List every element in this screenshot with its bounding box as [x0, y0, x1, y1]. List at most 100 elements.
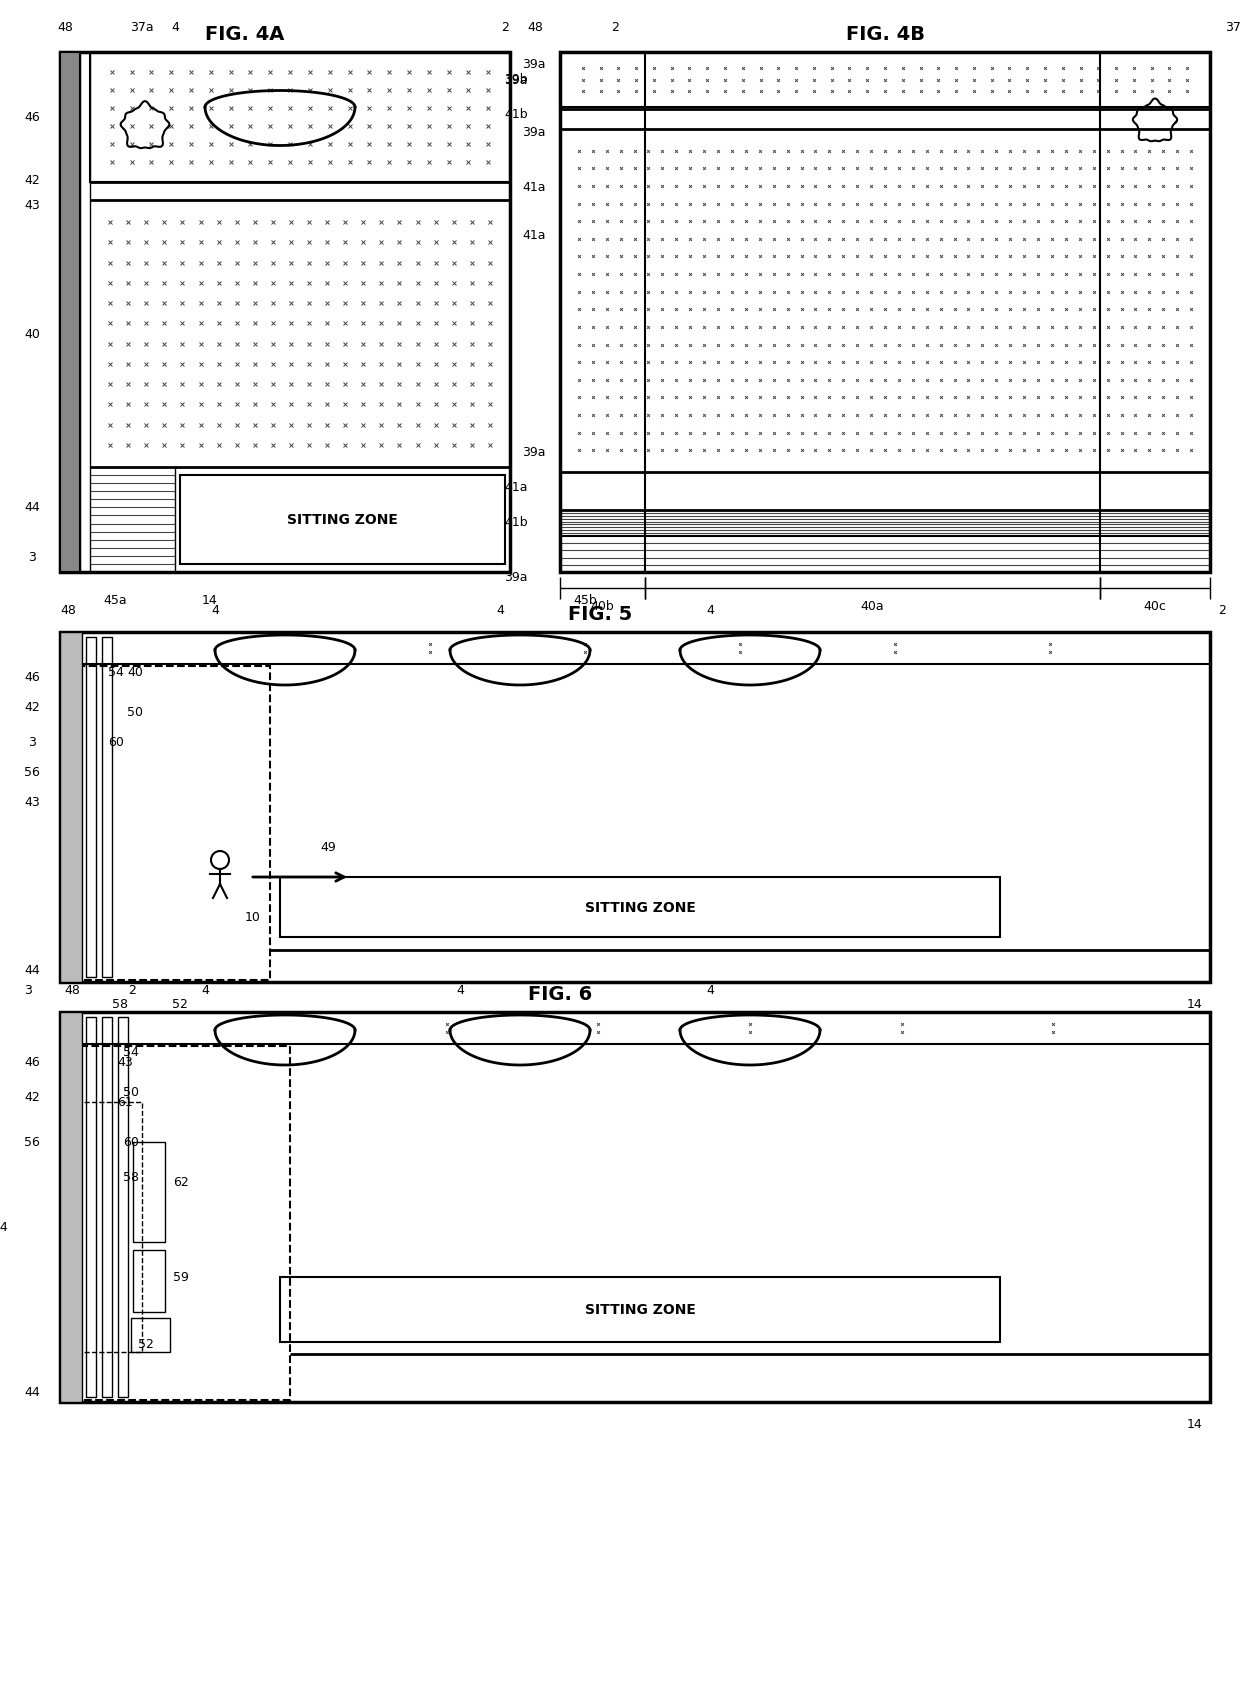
Text: 59: 59: [174, 1270, 188, 1283]
Text: 64: 64: [0, 1221, 7, 1235]
Bar: [60, 52, 510, 572]
Text: 62: 62: [174, 1176, 188, 1189]
Text: 39a: 39a: [522, 446, 546, 459]
Text: 4: 4: [706, 984, 714, 997]
Text: 58: 58: [123, 1171, 139, 1184]
Text: 3: 3: [24, 984, 32, 997]
Bar: [86, 1018, 95, 1398]
Text: 40: 40: [24, 328, 40, 341]
Text: 2: 2: [1218, 604, 1226, 617]
Text: 50: 50: [123, 1087, 139, 1098]
Text: 45b: 45b: [573, 594, 596, 607]
Text: 4: 4: [496, 604, 503, 617]
Text: 4: 4: [201, 984, 208, 997]
Text: 39a: 39a: [505, 570, 528, 584]
Text: 41a: 41a: [522, 229, 546, 242]
Text: FIG. 4B: FIG. 4B: [846, 25, 925, 44]
Text: 46: 46: [24, 111, 40, 124]
Text: 46: 46: [24, 671, 40, 685]
Bar: [60, 1013, 1210, 1403]
Text: 42: 42: [24, 175, 40, 187]
Text: 41b: 41b: [505, 108, 528, 121]
Text: 4: 4: [171, 22, 179, 34]
Text: 41b: 41b: [505, 516, 528, 530]
Text: 3: 3: [29, 552, 36, 563]
Text: 39b: 39b: [505, 74, 528, 86]
Text: FIG. 6: FIG. 6: [528, 986, 593, 1004]
Text: 52: 52: [172, 997, 188, 1011]
Text: 48: 48: [64, 984, 79, 997]
Text: 46: 46: [24, 1056, 40, 1068]
Text: 2: 2: [128, 984, 136, 997]
Text: 40a: 40a: [861, 600, 884, 612]
Bar: [60, 632, 82, 982]
Text: 48: 48: [57, 22, 73, 34]
Text: 2: 2: [501, 22, 508, 34]
Bar: [86, 637, 95, 977]
Text: 41a: 41a: [505, 481, 528, 495]
Text: 60: 60: [123, 1135, 139, 1149]
Bar: [133, 1142, 165, 1243]
Text: 39a: 39a: [505, 74, 528, 87]
Text: 40: 40: [126, 666, 143, 680]
Text: 3: 3: [29, 737, 36, 748]
Text: 54: 54: [123, 1046, 139, 1060]
Text: 42: 42: [24, 1092, 40, 1103]
Bar: [560, 52, 1210, 572]
Text: 48: 48: [60, 604, 76, 617]
Bar: [102, 637, 112, 977]
Text: 4: 4: [211, 604, 219, 617]
Text: 14: 14: [1187, 997, 1203, 1011]
Bar: [560, 52, 1210, 108]
Text: 2: 2: [611, 22, 619, 34]
Bar: [62, 1102, 143, 1352]
Bar: [131, 1319, 170, 1352]
Text: SITTING ZONE: SITTING ZONE: [584, 900, 696, 915]
Text: 56: 56: [24, 765, 40, 779]
Text: 58: 58: [112, 997, 128, 1011]
Text: 49: 49: [320, 841, 336, 854]
Text: 4: 4: [456, 984, 464, 997]
Text: 42: 42: [24, 701, 40, 715]
Bar: [62, 1046, 290, 1399]
Bar: [133, 1250, 165, 1312]
Text: 10: 10: [246, 912, 260, 923]
Bar: [280, 1277, 999, 1342]
Bar: [180, 476, 505, 565]
Bar: [62, 666, 270, 981]
Text: 44: 44: [24, 964, 40, 977]
Text: 44: 44: [24, 1386, 40, 1399]
Bar: [91, 52, 510, 183]
Text: 45a: 45a: [103, 594, 126, 607]
Text: 43: 43: [24, 796, 40, 809]
Text: 37b: 37b: [1225, 22, 1240, 34]
Bar: [81, 52, 91, 572]
Text: 40b: 40b: [590, 600, 614, 612]
Text: FIG. 5: FIG. 5: [568, 606, 632, 624]
Text: 14: 14: [202, 594, 218, 607]
Text: 43: 43: [117, 1056, 133, 1068]
Text: 48: 48: [527, 22, 543, 34]
Bar: [280, 878, 999, 937]
Text: 37a: 37a: [130, 22, 154, 34]
Text: 50: 50: [126, 706, 143, 720]
Text: 44: 44: [24, 501, 40, 515]
Bar: [118, 1018, 128, 1398]
Bar: [60, 52, 81, 572]
Text: 56: 56: [24, 1135, 40, 1149]
Text: 43: 43: [24, 200, 40, 212]
Text: 60: 60: [108, 737, 124, 748]
Bar: [60, 1013, 82, 1403]
Text: 39a: 39a: [522, 59, 546, 71]
Text: SITTING ZONE: SITTING ZONE: [584, 1304, 696, 1317]
Text: 40c: 40c: [1143, 600, 1167, 612]
Text: 14: 14: [1187, 1418, 1203, 1431]
Bar: [102, 1018, 112, 1398]
Text: 39a: 39a: [522, 126, 546, 140]
Text: FIG. 4A: FIG. 4A: [205, 25, 284, 44]
Text: 54: 54: [108, 666, 124, 680]
Text: 52: 52: [138, 1337, 154, 1351]
Text: SITTING ZONE: SITTING ZONE: [288, 513, 398, 526]
Bar: [60, 632, 1210, 982]
Text: 41a: 41a: [522, 182, 546, 195]
